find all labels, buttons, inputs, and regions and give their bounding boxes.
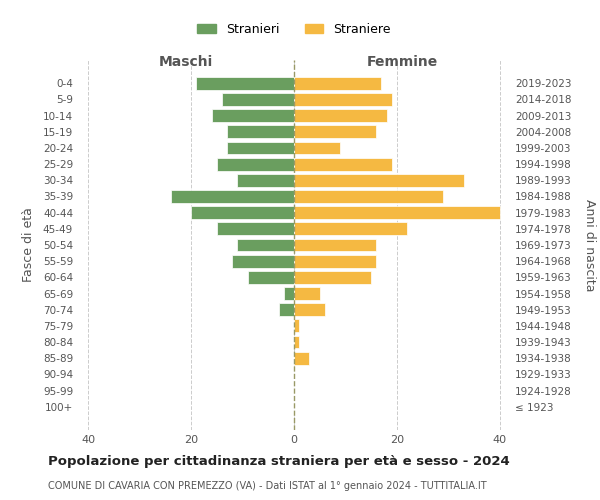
Bar bbox=[227, 126, 294, 138]
Bar bbox=[294, 109, 386, 122]
Y-axis label: Fasce di età: Fasce di età bbox=[22, 208, 35, 282]
Bar bbox=[170, 190, 294, 203]
Bar bbox=[294, 142, 340, 154]
Bar bbox=[294, 287, 320, 300]
Bar bbox=[212, 109, 294, 122]
Bar bbox=[294, 190, 443, 203]
Y-axis label: Anni di nascita: Anni di nascita bbox=[583, 198, 596, 291]
Bar bbox=[294, 303, 325, 316]
Bar bbox=[294, 206, 500, 219]
Text: Femmine: Femmine bbox=[367, 54, 437, 68]
Bar bbox=[294, 77, 382, 90]
Bar bbox=[294, 320, 299, 332]
Bar bbox=[294, 126, 376, 138]
Bar bbox=[248, 271, 294, 284]
Bar bbox=[294, 238, 376, 252]
Bar bbox=[232, 254, 294, 268]
Bar bbox=[222, 93, 294, 106]
Text: COMUNE DI CAVARIA CON PREMEZZO (VA) - Dati ISTAT al 1° gennaio 2024 - TUTTITALIA: COMUNE DI CAVARIA CON PREMEZZO (VA) - Da… bbox=[48, 481, 487, 491]
Bar bbox=[294, 336, 299, 348]
Bar bbox=[196, 77, 294, 90]
Bar bbox=[284, 287, 294, 300]
Bar bbox=[294, 93, 392, 106]
Text: Popolazione per cittadinanza straniera per età e sesso - 2024: Popolazione per cittadinanza straniera p… bbox=[48, 455, 510, 468]
Bar bbox=[294, 158, 392, 170]
Bar bbox=[294, 222, 407, 235]
Bar bbox=[294, 174, 464, 187]
Bar bbox=[294, 271, 371, 284]
Bar bbox=[227, 142, 294, 154]
Bar bbox=[217, 222, 294, 235]
Bar bbox=[238, 238, 294, 252]
Bar bbox=[294, 254, 376, 268]
Bar bbox=[238, 174, 294, 187]
Bar bbox=[217, 158, 294, 170]
Bar bbox=[294, 352, 310, 364]
Text: Maschi: Maschi bbox=[159, 54, 213, 68]
Legend: Stranieri, Straniere: Stranieri, Straniere bbox=[192, 18, 396, 41]
Bar bbox=[278, 303, 294, 316]
Bar bbox=[191, 206, 294, 219]
